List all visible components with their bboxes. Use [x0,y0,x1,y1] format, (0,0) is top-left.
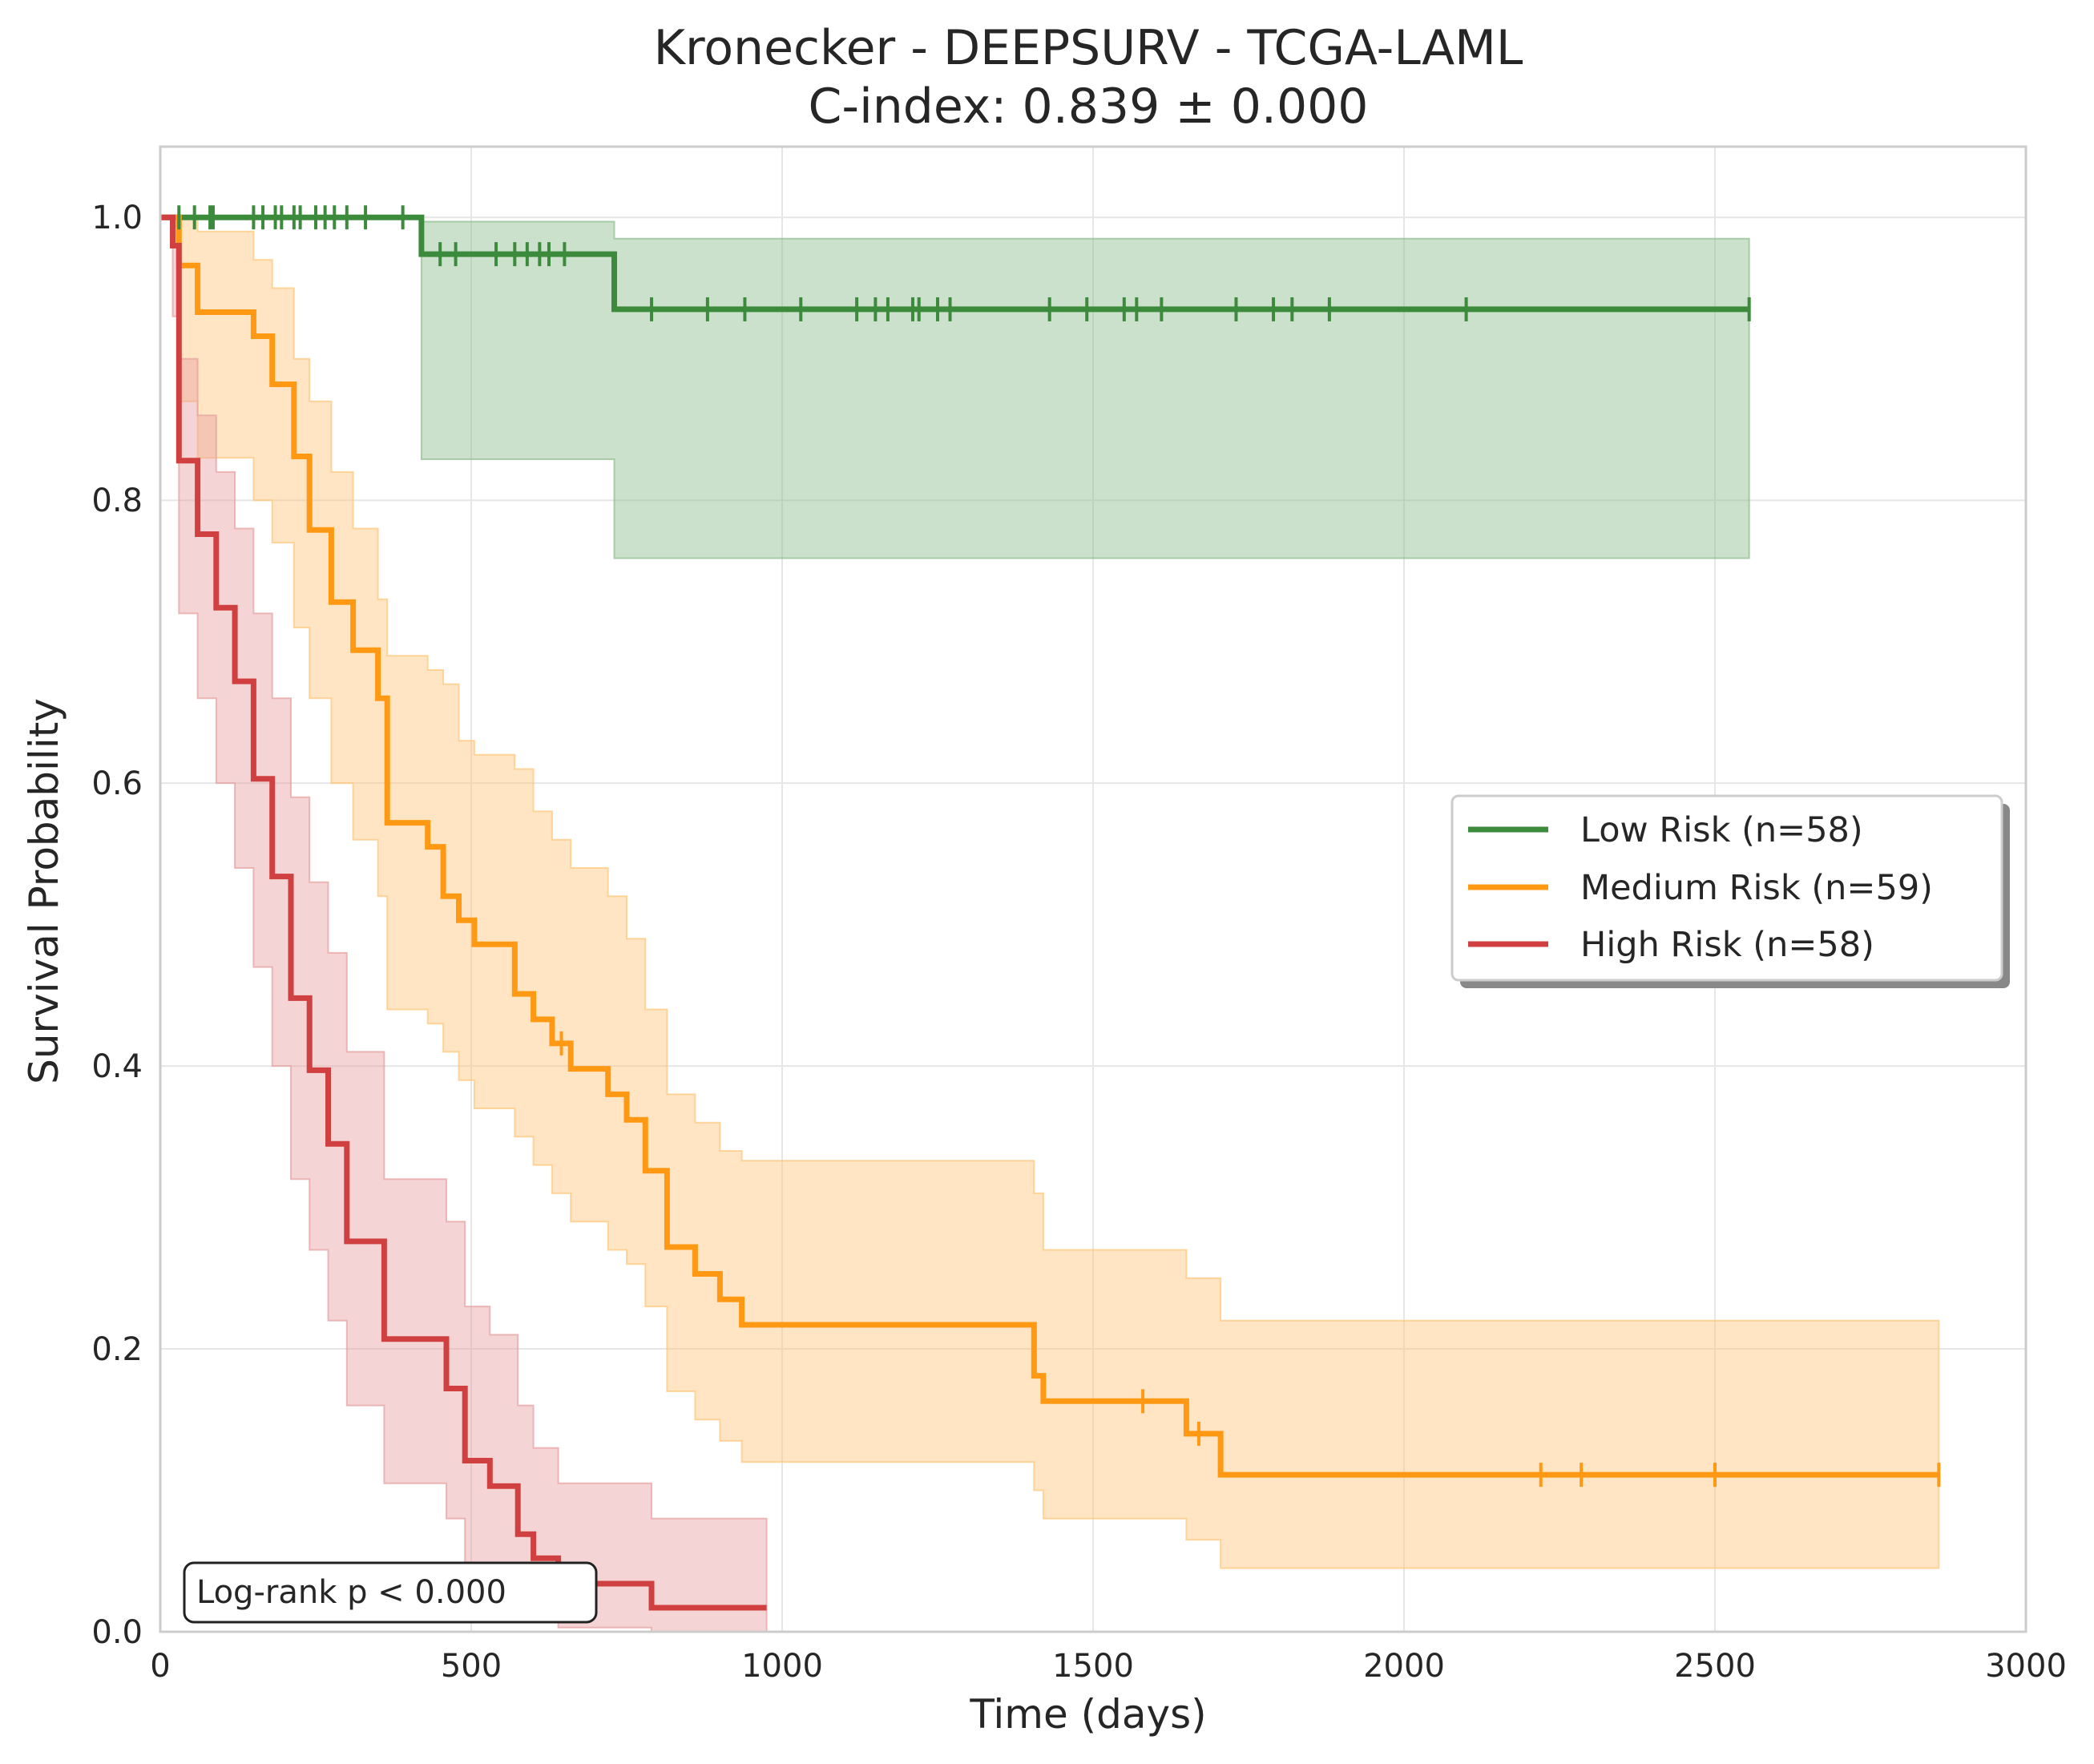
survival-curve [160,214,1749,313]
x-tick-label: 3000 [1985,1648,2067,1685]
chart-subtitle: C-index: 0.839 ± 0.000 [809,79,1369,135]
x-axis-ticks: 0 500 1000 1500 2000 2500 3000 [150,1648,2067,1685]
logrank-annotation: Log-rank p < 0.000 [183,1561,598,1624]
x-axis-title: Time (days) [969,1691,1206,1738]
y-tick-label: 0.4 [91,1048,143,1085]
x-tick-label: 0 [150,1648,170,1685]
plot-frame [159,145,2027,1633]
y-axis-ticks: 0.0 0.2 0.4 0.6 0.8 1.0 [91,200,143,1651]
y-axis-title: Survival Probability [21,698,67,1084]
x-tick-label: 500 [441,1648,502,1685]
y-tick-label: 0.8 [91,482,143,519]
logrank-box [183,1561,598,1624]
survival-curves [160,214,1939,1611]
y-tick-label: 0.0 [91,1614,143,1651]
y-tick-label: 0.2 [91,1331,143,1368]
confidence-bands [160,216,1940,1633]
chart-title: Kronecker - DEEPSURV - TCGA-LAML [654,20,1523,76]
confidence-band [160,216,1940,1569]
legend-box [1450,794,2003,982]
x-tick-label: 1500 [1052,1648,1134,1685]
legend-label-high-risk: High Risk (n=58) [1580,925,1874,965]
legend: Low Risk (n=58) Medium Risk (n=59) High … [1450,794,2010,988]
y-tick-label: 0.6 [91,765,143,802]
x-tick-label: 1000 [741,1648,823,1685]
x-tick-label: 2500 [1674,1648,1756,1685]
y-tick-label: 1.0 [91,200,143,236]
legend-label-medium-risk: Medium Risk (n=59) [1580,868,1933,908]
survival-curve [160,214,767,1611]
legend-label-low-risk: Low Risk (n=58) [1580,810,1863,850]
survival-curve [160,214,1939,1478]
x-tick-label: 2000 [1363,1648,1445,1685]
censor-markers [177,205,1941,1487]
logrank-text: Log-rank p < 0.000 [196,1574,506,1611]
